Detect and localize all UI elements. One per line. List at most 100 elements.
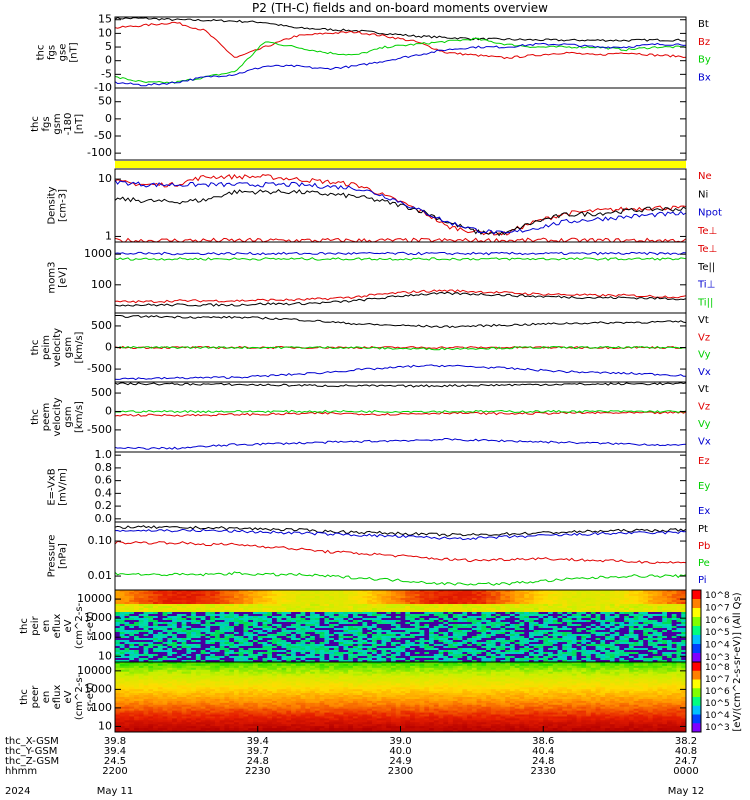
heatmap-cell xyxy=(357,600,363,603)
heatmap-cell xyxy=(419,618,425,621)
heatmap-cell xyxy=(338,618,344,621)
heatmap-cell xyxy=(533,606,539,609)
heatmap-cell xyxy=(500,604,506,607)
heatmap-cell xyxy=(395,604,401,607)
heatmap-cell xyxy=(134,663,140,667)
heatmap-cell xyxy=(305,646,311,649)
heatmap-cell xyxy=(590,610,596,613)
legend-label: Ti|| xyxy=(697,297,713,308)
heatmap-cell xyxy=(143,608,149,611)
heatmap-cell xyxy=(143,618,149,621)
heatmap-cell xyxy=(590,634,596,637)
heatmap-cell xyxy=(305,616,311,619)
heatmap-cell xyxy=(605,608,611,611)
heatmap-cell xyxy=(543,600,549,603)
heatmap-cell xyxy=(214,624,221,627)
heatmap-cell xyxy=(276,596,282,599)
heatmap-cell xyxy=(281,626,287,629)
heatmap-cell xyxy=(410,630,416,633)
heatmap-cell xyxy=(476,636,482,639)
heatmap-cell xyxy=(652,628,658,631)
heatmap-cell xyxy=(586,604,592,607)
heatmap-cell xyxy=(647,638,654,641)
heatmap-cell xyxy=(300,644,306,647)
heatmap-cell xyxy=(671,628,677,631)
heatmap-cell xyxy=(671,648,677,651)
heatmap-cell xyxy=(324,632,330,635)
heatmap-cell xyxy=(657,663,663,667)
heatmap-cell xyxy=(538,660,544,663)
heatmap-cell xyxy=(500,628,506,631)
heatmap-cell xyxy=(443,624,449,627)
heatmap-cell xyxy=(153,648,159,651)
heatmap-cell xyxy=(509,667,516,671)
heatmap-cell xyxy=(414,618,420,621)
heatmap-cell xyxy=(238,665,244,669)
heatmap-cell xyxy=(143,644,149,647)
heatmap-cell xyxy=(305,594,311,597)
heatmap-cell xyxy=(614,650,620,653)
heatmap-cell xyxy=(214,602,221,605)
heatmap-cell xyxy=(462,632,468,635)
heatmap-cell xyxy=(571,644,577,647)
series-line-Npot xyxy=(114,179,687,235)
heatmap-cell xyxy=(210,596,216,599)
heatmap-cell xyxy=(238,660,244,663)
heatmap-cell xyxy=(262,658,268,661)
heatmap-cell xyxy=(671,622,677,625)
heatmap-cell xyxy=(576,644,582,647)
heatmap-cell xyxy=(214,612,221,615)
heatmap-cell xyxy=(552,594,558,597)
heatmap-cell xyxy=(129,600,135,603)
heatmap-cell xyxy=(210,598,216,601)
heatmap-cell xyxy=(371,662,378,665)
heatmap-cell xyxy=(495,624,501,627)
heatmap-cell xyxy=(124,648,130,651)
heatmap-cell xyxy=(424,634,430,637)
heatmap-cell xyxy=(490,610,497,613)
heatmap-cell xyxy=(395,652,401,655)
heatmap-cell xyxy=(486,658,492,661)
heatmap-cell xyxy=(676,616,682,619)
heatmap-cell xyxy=(533,662,539,665)
heatmap-cell xyxy=(176,628,183,631)
heatmap-cell xyxy=(286,608,292,611)
heatmap-cell xyxy=(548,610,554,613)
heatmap-cell xyxy=(238,594,244,597)
heatmap-cell xyxy=(371,636,378,639)
heatmap-cell xyxy=(319,628,325,631)
heatmap-cell xyxy=(519,658,525,661)
heatmap-cell xyxy=(381,610,387,613)
heatmap-cell xyxy=(576,604,582,607)
heatmap-cell xyxy=(424,594,430,597)
heatmap-cell xyxy=(576,665,582,669)
heatmap-cell xyxy=(129,622,135,625)
heatmap-cell xyxy=(657,638,663,641)
heatmap-cell xyxy=(405,663,411,667)
heatmap-cell xyxy=(376,628,382,631)
heatmap-cell xyxy=(191,602,197,605)
heatmap-cell xyxy=(524,600,530,603)
heatmap-cell xyxy=(305,632,311,635)
heatmap-cell xyxy=(395,640,401,643)
heatmap-cell xyxy=(333,592,340,595)
heatmap-cell xyxy=(633,606,639,609)
heatmap-cell xyxy=(395,626,401,629)
heatmap-cell xyxy=(443,592,449,595)
heatmap-cell xyxy=(153,612,159,615)
heatmap-cell xyxy=(628,600,635,603)
heatmap-cell xyxy=(324,663,330,667)
heatmap-cell xyxy=(443,632,449,635)
heatmap-cell xyxy=(186,590,192,593)
heatmap-cell xyxy=(662,654,668,657)
heatmap-cell xyxy=(333,652,340,655)
heatmap-cell xyxy=(543,598,549,601)
heatmap-cell xyxy=(567,624,573,627)
heatmap-cell xyxy=(557,592,563,595)
heatmap-cell xyxy=(657,648,663,651)
heatmap-cell xyxy=(443,606,449,609)
heatmap-cell xyxy=(548,634,554,637)
heatmap-cell xyxy=(386,624,392,627)
heatmap-cell xyxy=(614,640,620,643)
heatmap-cell xyxy=(681,634,687,637)
